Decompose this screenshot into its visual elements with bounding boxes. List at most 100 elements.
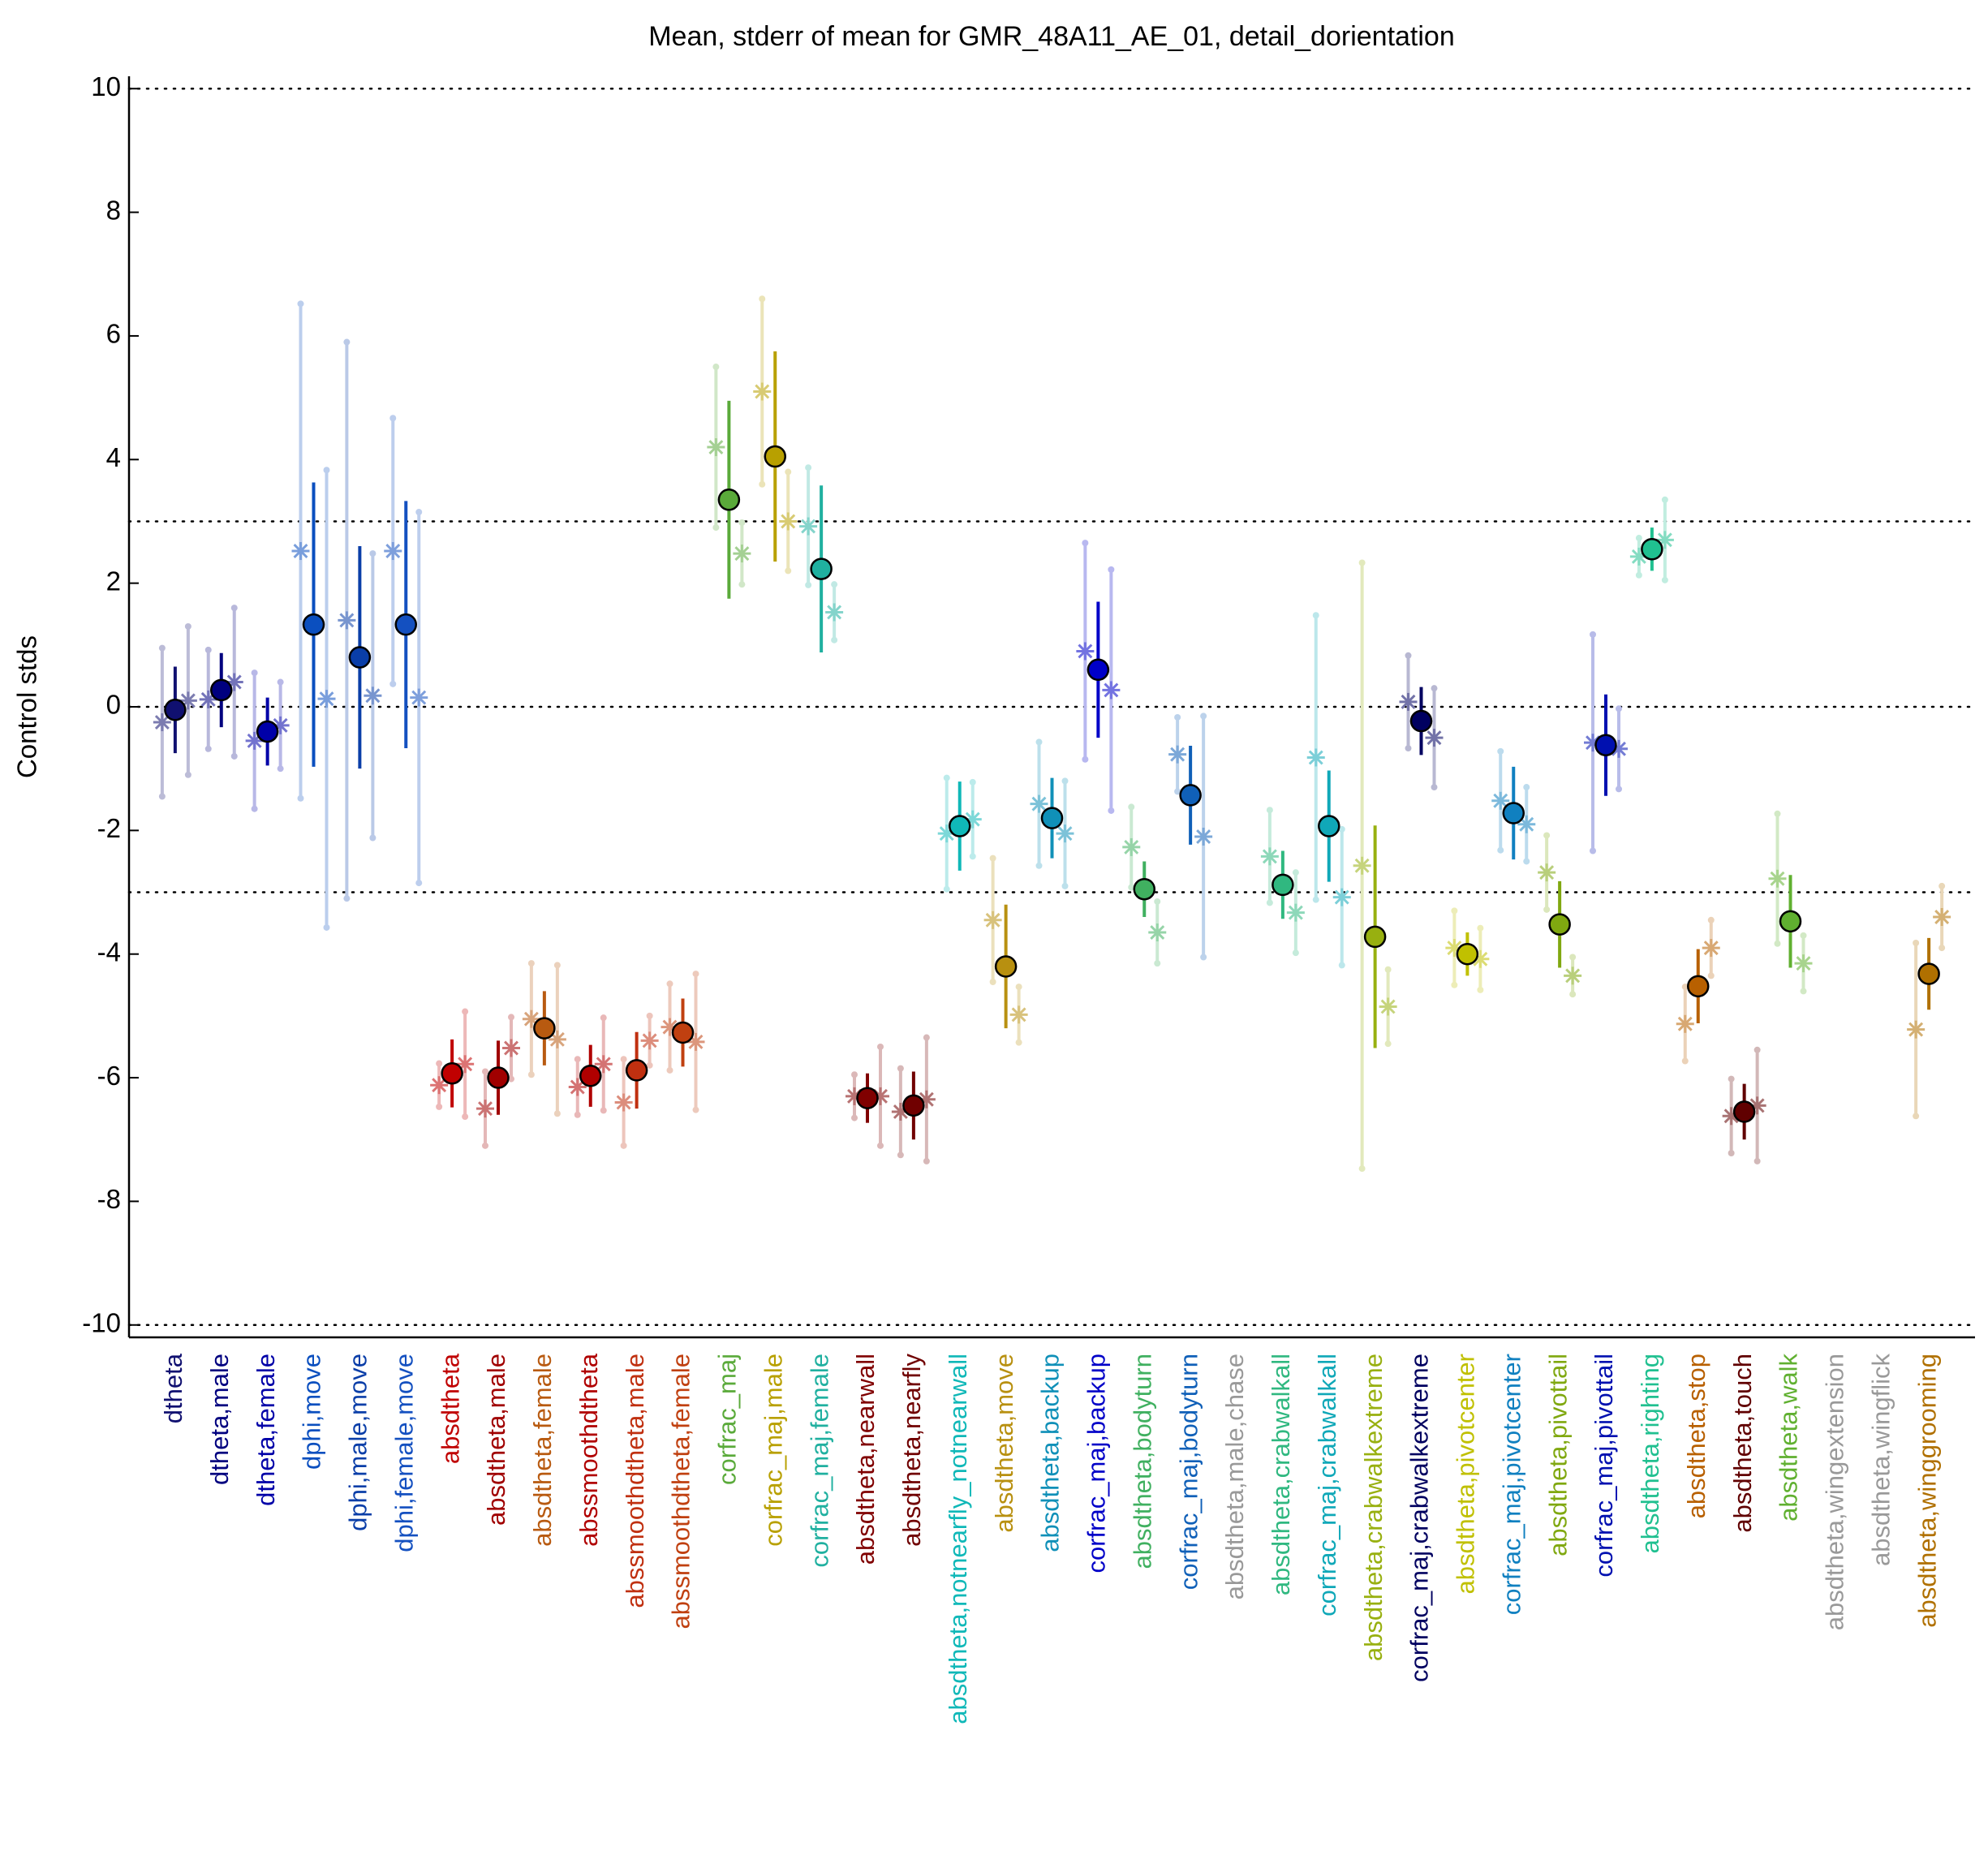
mean-marker — [164, 699, 187, 721]
mean-marker — [1917, 962, 1940, 985]
x-tick-label: corfrac_maj,crabwalkextreme — [1405, 1354, 1434, 1682]
star-marker — [640, 1031, 659, 1050]
error-bar-cap — [1082, 756, 1089, 763]
x-tick-label: absdtheta,winggrooming — [1913, 1354, 1941, 1628]
mean-marker — [1687, 975, 1710, 998]
star-marker — [1260, 847, 1279, 866]
error-bar-cap — [1200, 954, 1207, 961]
star-arm — [1150, 925, 1165, 941]
error-bar-cap — [1154, 960, 1161, 967]
star-arm — [1170, 747, 1185, 762]
error-bar-cap — [877, 1043, 884, 1050]
error-bar-cap — [1707, 972, 1715, 979]
x-tick-label: absdtheta,notnearfly_notnearwall — [944, 1354, 972, 1724]
error-bar-cap — [1174, 788, 1181, 795]
mean-marker — [441, 1061, 463, 1085]
error-bar-cap — [1616, 786, 1622, 793]
error-bar-cap — [369, 834, 377, 842]
star-arm — [319, 691, 334, 707]
error-bar-cap — [1753, 1046, 1761, 1053]
x-tick-label: absdtheta,pivottail — [1543, 1354, 1572, 1556]
star-marker — [1538, 863, 1556, 882]
error-bar-cap — [712, 524, 720, 532]
star-arm — [1796, 956, 1811, 971]
error-bar-cap — [785, 567, 792, 575]
star-arm — [1934, 910, 1950, 924]
error-bar-cap — [969, 778, 976, 786]
star-arm — [642, 1033, 657, 1048]
x-tick-label: absdtheta,bodyturn — [1128, 1354, 1156, 1569]
star-arm — [478, 1101, 493, 1117]
error-bar-cap — [1035, 738, 1043, 746]
star-arm — [734, 546, 750, 562]
x-tick-label: absdtheta,stop — [1682, 1354, 1710, 1518]
error-bar-cap — [1913, 939, 1920, 946]
star-arm — [1703, 941, 1719, 956]
x-tick-label: corfrac_maj,backup — [1082, 1354, 1111, 1573]
star-marker — [1676, 1014, 1694, 1033]
error-bar-cap — [1774, 940, 1781, 947]
error-bar-cap — [923, 1157, 930, 1164]
error-bar-cap — [1338, 825, 1345, 833]
star-marker — [1379, 997, 1397, 1016]
error-bar-cap — [1292, 949, 1299, 957]
star-arm — [1380, 999, 1396, 1014]
mean-marker — [625, 1059, 648, 1082]
error-bar-cap — [1035, 862, 1043, 869]
star-marker — [1353, 856, 1371, 875]
error-bar-cap — [343, 895, 351, 902]
error-bar-cap — [1108, 807, 1115, 814]
y-tick-label: 0 — [106, 690, 121, 720]
x-tick-label: absdtheta,touch — [1728, 1354, 1757, 1533]
mean-marker — [1040, 807, 1064, 829]
x-tick-label: absdtheta — [436, 1353, 464, 1464]
y-tick-label: -8 — [97, 1184, 121, 1214]
star-marker — [476, 1100, 494, 1118]
error-bar-cap — [482, 1142, 488, 1149]
x-tick-label: dphi,female,move — [389, 1354, 418, 1552]
error-bar-cap — [620, 1142, 627, 1149]
error-bar-cap — [666, 980, 673, 988]
star-arm — [1262, 849, 1277, 864]
mean-marker — [1318, 815, 1340, 837]
error-bar-cap — [323, 467, 330, 474]
star-arm — [1104, 682, 1119, 698]
error-bar-cap — [897, 1152, 904, 1159]
x-tick-label: absdtheta,pivotcenter — [1452, 1354, 1480, 1594]
x-tick-label: absdtheta,nearwall — [851, 1354, 880, 1565]
mean-marker — [1179, 784, 1202, 807]
error-bar-cap — [600, 1014, 607, 1022]
star-arm — [781, 514, 796, 529]
error-bar-cap — [158, 793, 166, 800]
x-tick-label: dphi,move — [298, 1354, 326, 1470]
error-bar-cap — [646, 1061, 653, 1069]
error-bar-cap — [805, 581, 812, 588]
star-arm — [385, 544, 401, 559]
error-bar-cap — [527, 960, 535, 967]
x-tick-label: dtheta,male — [205, 1354, 234, 1485]
mean-marker — [1641, 538, 1663, 561]
error-bar-cap — [343, 338, 351, 346]
error-bar-cap — [436, 1060, 443, 1067]
error-bar-cap — [527, 1071, 535, 1078]
star-arm — [596, 1057, 611, 1072]
error-bar-cap — [1800, 932, 1807, 939]
error-bar-cap — [1753, 1157, 1761, 1164]
star-marker — [1168, 745, 1187, 764]
error-bar-cap — [1266, 899, 1273, 906]
x-tick-label: absdtheta,backup — [1036, 1354, 1065, 1552]
star-marker — [1794, 954, 1813, 973]
error-bar-cap — [1913, 1113, 1920, 1120]
error-bar-cap — [1312, 896, 1319, 903]
star-marker — [317, 690, 336, 708]
star-arm — [1288, 905, 1303, 920]
error-bar-cap — [230, 752, 238, 760]
error-bar-cap — [297, 794, 304, 802]
star-arm — [504, 1040, 519, 1056]
x-tick-label: corfrac_maj,female — [805, 1354, 833, 1568]
error-bar-cap — [943, 885, 950, 893]
error-bar-cap — [989, 978, 996, 985]
x-tick-label: dphi,male,move — [344, 1354, 372, 1531]
x-tick-label: corfrac_maj — [713, 1354, 742, 1485]
error-bar-cap — [877, 1142, 884, 1149]
